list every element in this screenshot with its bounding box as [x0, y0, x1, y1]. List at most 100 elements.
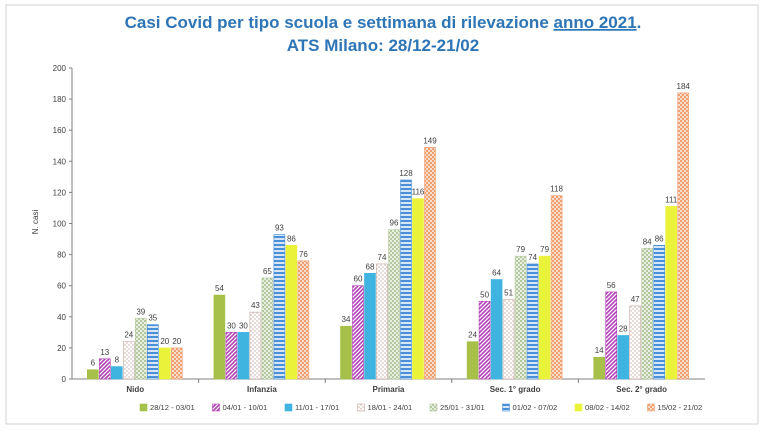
- bar-nido-3: [123, 341, 135, 380]
- value-label: 47: [631, 295, 640, 304]
- bar-sec-2-grado-5: [653, 244, 666, 380]
- value-label: 79: [516, 245, 525, 254]
- legend-label: 18/01 - 24/01: [368, 403, 413, 412]
- bar-primaria-2: [364, 272, 376, 380]
- y-tick-label: 180: [53, 95, 67, 104]
- legend: 28/12 - 03/01 04/01 - 10/01 11/01 - 17/01 1…: [139, 403, 703, 412]
- bar-primaria-3: [376, 263, 388, 380]
- value-label: 28: [619, 324, 628, 333]
- y-tick-label: 60: [57, 282, 66, 291]
- bar-sec-1-grado-7: [550, 195, 563, 380]
- value-label: 64: [492, 268, 501, 277]
- x-tick-label: Infanzia: [247, 385, 277, 394]
- bar-infanzia-1: [225, 332, 238, 380]
- value-label: 24: [468, 331, 477, 340]
- value-label: 30: [227, 321, 236, 330]
- value-label: 6: [91, 359, 96, 368]
- x-tick-label: Primaria: [372, 385, 405, 394]
- bar-infanzia-4: [261, 277, 274, 380]
- bar-sec-2-grado-7: [677, 92, 690, 380]
- bar-sec-1-grado-6: [538, 255, 551, 380]
- legend-label: 01/02 - 07/02: [513, 403, 558, 412]
- value-label: 13: [100, 348, 109, 357]
- chart-title-suffix: .: [637, 13, 642, 32]
- bar-sec-1-grado-2: [490, 279, 503, 380]
- value-label: 116: [412, 188, 425, 197]
- bar-sec-2-grado-1: [605, 291, 618, 380]
- value-label: 8: [115, 356, 120, 365]
- legend-swatch: [139, 403, 148, 412]
- y-tick-label: 140: [53, 157, 67, 166]
- chart-title: Casi Covid per tipo scuola e settimana d…: [125, 13, 642, 32]
- chart-border: [5, 4, 759, 425]
- bar-primaria-6: [412, 198, 424, 380]
- bar-sec-1-grado-0: [466, 341, 479, 380]
- value-label: 74: [378, 253, 387, 262]
- legend-label: 28/12 - 03/01: [150, 403, 195, 412]
- bar-infanzia-0: [213, 294, 226, 380]
- y-tick-label: 200: [53, 64, 67, 73]
- value-label: 149: [423, 136, 437, 145]
- value-label: 43: [251, 301, 260, 310]
- bar-primaria-5: [400, 179, 412, 380]
- value-label: 68: [366, 262, 375, 271]
- value-label: 65: [263, 267, 272, 276]
- chart-subtitle: ATS Milano: 28/12-21/02: [287, 36, 479, 55]
- legend-label: 11/01 - 17/01: [295, 403, 339, 412]
- x-tick-label: Nido: [126, 385, 144, 394]
- bar-nido-7: [171, 347, 183, 380]
- value-label: 86: [287, 234, 296, 243]
- value-label: 79: [540, 245, 549, 254]
- bar-nido-5: [147, 324, 159, 380]
- bar-sec-1-grado-5: [526, 263, 539, 380]
- legend-label: 25/01 - 31/01: [440, 403, 485, 412]
- bar-nido-1: [99, 358, 111, 380]
- bar-primaria-4: [388, 229, 400, 380]
- bar-infanzia-7: [297, 260, 310, 380]
- bar-sec-1-grado-3: [502, 299, 515, 380]
- value-label: 118: [550, 185, 563, 194]
- bar-infanzia-5: [273, 234, 286, 380]
- bar-primaria-7: [424, 147, 436, 380]
- x-tick-label: Sec. 1° grado: [490, 385, 541, 394]
- bar-sec-2-grado-2: [617, 335, 630, 380]
- legend-swatch: [429, 403, 438, 412]
- value-label: 54: [215, 284, 224, 293]
- bar-nido-2: [111, 366, 123, 380]
- y-tick-label: 40: [57, 313, 66, 322]
- legend-swatch: [212, 403, 220, 412]
- value-label: 128: [399, 169, 413, 178]
- bar-sec-2-grado-0: [593, 356, 606, 380]
- value-label: 184: [677, 82, 691, 91]
- value-label: 39: [136, 307, 145, 316]
- bars: [87, 92, 690, 380]
- bar-sec-2-grado-6: [665, 206, 678, 380]
- value-label: 14: [595, 346, 604, 355]
- y-tick-label: 160: [53, 126, 67, 135]
- value-label: 24: [124, 331, 133, 340]
- legend-swatch: [574, 403, 583, 412]
- bar-nido-6: [159, 347, 171, 380]
- value-label: 50: [480, 290, 489, 299]
- bar-sec-2-grado-3: [629, 305, 642, 380]
- value-label: 111: [665, 195, 678, 204]
- value-label: 84: [643, 237, 652, 246]
- legend-label: 08/02 - 14/02: [585, 403, 630, 412]
- bar-infanzia-2: [237, 332, 250, 380]
- legend-label: 04/01 - 10/01: [223, 403, 268, 412]
- value-label: 35: [148, 314, 157, 323]
- value-label: 86: [655, 234, 664, 243]
- bar-sec-1-grado-4: [514, 255, 527, 380]
- legend-label: 15/02 - 21/02: [658, 403, 703, 412]
- y-tick-label: 80: [57, 251, 66, 260]
- bar-sec-1-grado-1: [478, 300, 491, 380]
- value-label: 74: [528, 253, 537, 262]
- bar-infanzia-3: [249, 311, 262, 380]
- legend-swatch: [357, 403, 365, 412]
- value-label: 20: [160, 337, 169, 346]
- y-axis: 0 20 40 60 80 100 120 140 160 180 200: [53, 64, 73, 384]
- y-tick-label: 0: [62, 375, 67, 384]
- chart-title-underlined: anno 2021: [554, 13, 637, 32]
